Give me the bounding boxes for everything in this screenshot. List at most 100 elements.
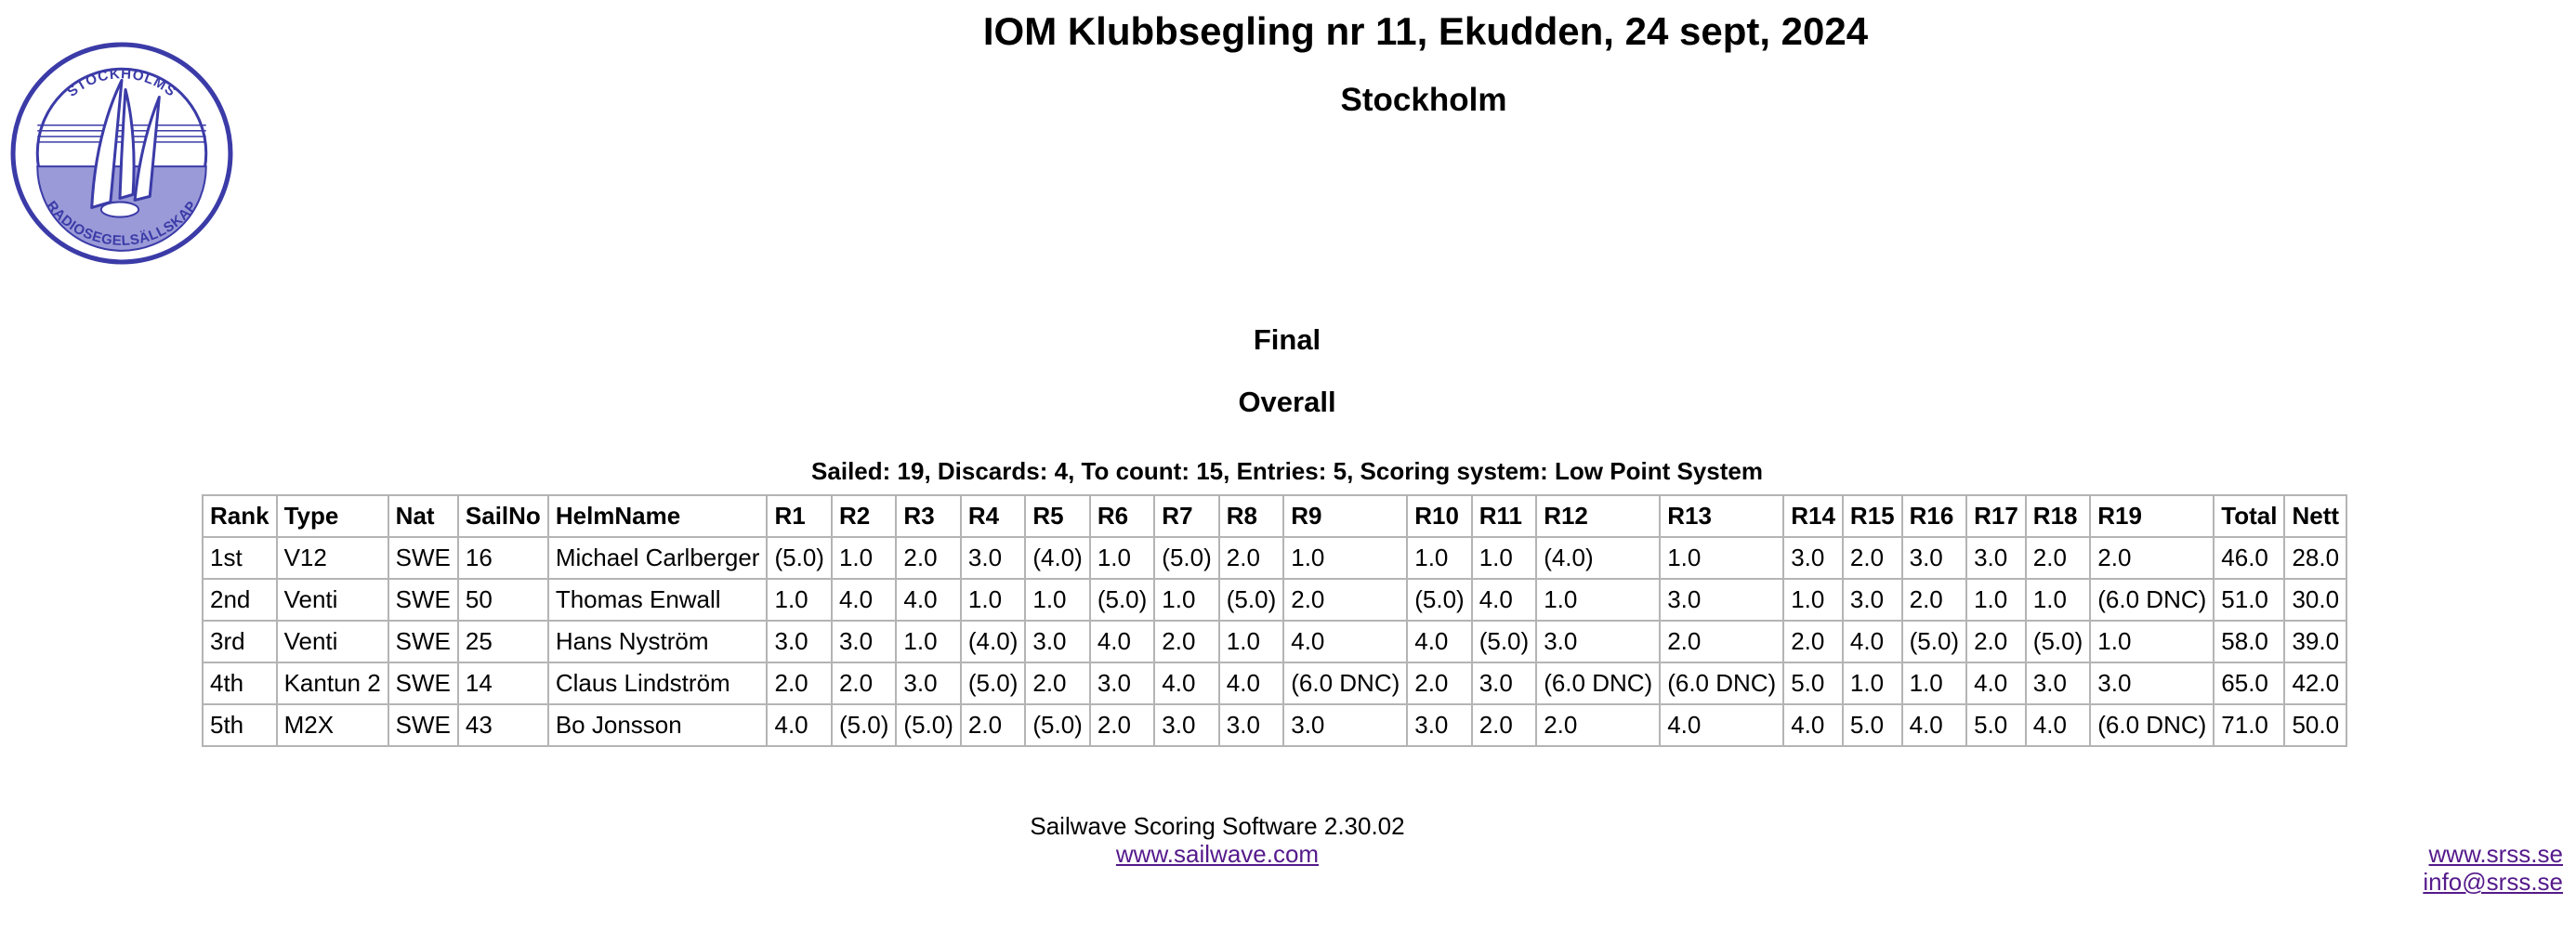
table-cell: 4.0 [1088,620,1156,663]
table-cell: (5.0) [1406,578,1473,622]
table-cell: (5.0) [1470,620,1538,663]
table-cell: 2.0 [1470,703,1538,747]
club-site-link[interactable]: www.srss.se [2428,840,2563,868]
table-cell: 3.0 [1024,620,1091,663]
table-cell: 46.0 [2213,536,2286,580]
table-cell: 1.0 [1153,578,1220,622]
table-cell: SWE [387,703,459,747]
table-cell: 1.0 [1282,536,1409,580]
table-cell: 2.0 [1659,620,1785,663]
results-body: 1st V12 SWE 16 Michael Carlberger (5.0) 1.0 2.0… [202,536,2348,747]
table-cell: 5.0 [1841,703,1903,747]
table-cell: (4.0) [959,620,1027,663]
column-header: R8 [1217,494,1285,538]
table-cell: 4.0 [1965,662,2027,705]
table-cell: 3.0 [1782,536,1844,580]
column-header: R18 [2024,494,2092,538]
table-cell: 1.0 [2089,620,2215,663]
table-cell: (5.0) [1217,578,1285,622]
column-header: R6 [1088,494,1156,538]
table-cell: 2.0 [1024,662,1091,705]
table-cell: 3.0 [1406,703,1473,747]
sailwave-link[interactable]: www.sailwave.com [1115,840,1320,868]
table-cell: SWE [387,536,459,580]
table-cell: (5.0) [1088,578,1156,622]
table-cell: 50 [456,578,549,622]
table-cell: 4.0 [1782,703,1844,747]
table-row: 5th M2X SWE 43 Bo Jonsson 4.0 (5.0) (5.0) 2.0 (5.… [202,703,2348,747]
table-cell: 1.0 [1782,578,1844,622]
table-cell: 1.0 [1965,578,2027,622]
table-cell: (5.0) [2024,620,2092,663]
table-cell: 4.0 [1153,662,1220,705]
table-cell: 3.0 [1470,662,1538,705]
table-cell: 16 [456,536,549,580]
table-cell: 65.0 [2213,662,2286,705]
series-summary: Sailed: 19, Discards: 4, To count: 15, E… [811,457,1763,485]
results-table: Rank Type Nat SailNo HelmName R1 R2 R3 R… [202,494,2348,747]
column-header: R17 [1965,494,2027,538]
table-cell: 25 [456,620,549,663]
table-cell: (5.0) [830,703,898,747]
column-header: Type [275,494,389,538]
group-heading: Overall [1238,386,1336,418]
table-cell: Venti [275,620,389,663]
club-email-link[interactable]: info@srss.se [2423,868,2563,896]
table-cell: 39.0 [2283,620,2348,663]
table-cell: M2X [275,703,389,747]
table-cell: Hans Nyström [546,620,769,663]
table-cell: 71.0 [2213,703,2286,747]
column-header: R14 [1782,494,1844,538]
table-cell: 3.0 [1965,536,2027,580]
table-cell: 3.0 [1900,536,1968,580]
table-cell: V12 [275,536,389,580]
table-cell: 42.0 [2283,662,2348,705]
table-cell: 1.0 [2024,578,2092,622]
table-cell: 3.0 [1217,703,1285,747]
table-cell: 4.0 [1406,620,1473,663]
column-header: R5 [1024,494,1091,538]
table-cell: Venti [275,578,389,622]
column-header: R10 [1406,494,1473,538]
table-cell: 2.0 [1841,536,1903,580]
table-cell: 51.0 [2213,578,2286,622]
table-cell: SWE [387,620,459,663]
table-cell: 3.0 [959,536,1027,580]
table-cell: 4.0 [1841,620,1903,663]
column-header: R13 [1659,494,1785,538]
table-cell: 2.0 [1282,578,1409,622]
club-links: www.srss.se info@srss.se [2423,840,2563,896]
table-cell: 3.0 [1841,578,1903,622]
table-cell: 5.0 [1965,703,2027,747]
table-cell: 4.0 [1659,703,1785,747]
table-cell: 4.0 [2024,703,2092,747]
table-cell: 2.0 [2089,536,2215,580]
table-cell: 50.0 [2283,703,2348,747]
table-header-row: Rank Type Nat SailNo HelmName R1 R2 R3 R… [202,494,2348,538]
table-row: 3rd Venti SWE 25 Hans Nyström 3.0 3.0 1.0 (4.0) 3… [202,620,2348,663]
club-logo: STOCKHOLMS RADIOSEGELSÄLLSKAP [10,42,233,265]
table-cell: (6.0 DNC) [1659,662,1785,705]
table-cell: 4.0 [1470,578,1538,622]
table-cell: 5th [202,703,278,747]
table-cell: 1.0 [1470,536,1538,580]
table-cell: (5.0) [766,536,833,580]
table-cell: 43 [456,703,549,747]
table-cell: 3.0 [2089,662,2215,705]
table-cell: 1.0 [959,578,1027,622]
status-heading: Final [1253,323,1321,356]
table-cell: 3.0 [830,620,898,663]
column-header: SailNo [456,494,549,538]
table-cell: 2.0 [895,536,962,580]
table-cell: Michael Carlberger [546,536,769,580]
table-cell: 3.0 [2024,662,2092,705]
column-header: R16 [1900,494,1968,538]
table-cell: 3.0 [1282,703,1409,747]
table-cell: 2.0 [1535,703,1662,747]
table-cell: 2.0 [1965,620,2027,663]
column-header: R15 [1841,494,1903,538]
table-cell: Claus Lindström [546,662,769,705]
table-cell: Kantun 2 [275,662,389,705]
table-cell: SWE [387,662,459,705]
column-header: R11 [1470,494,1538,538]
